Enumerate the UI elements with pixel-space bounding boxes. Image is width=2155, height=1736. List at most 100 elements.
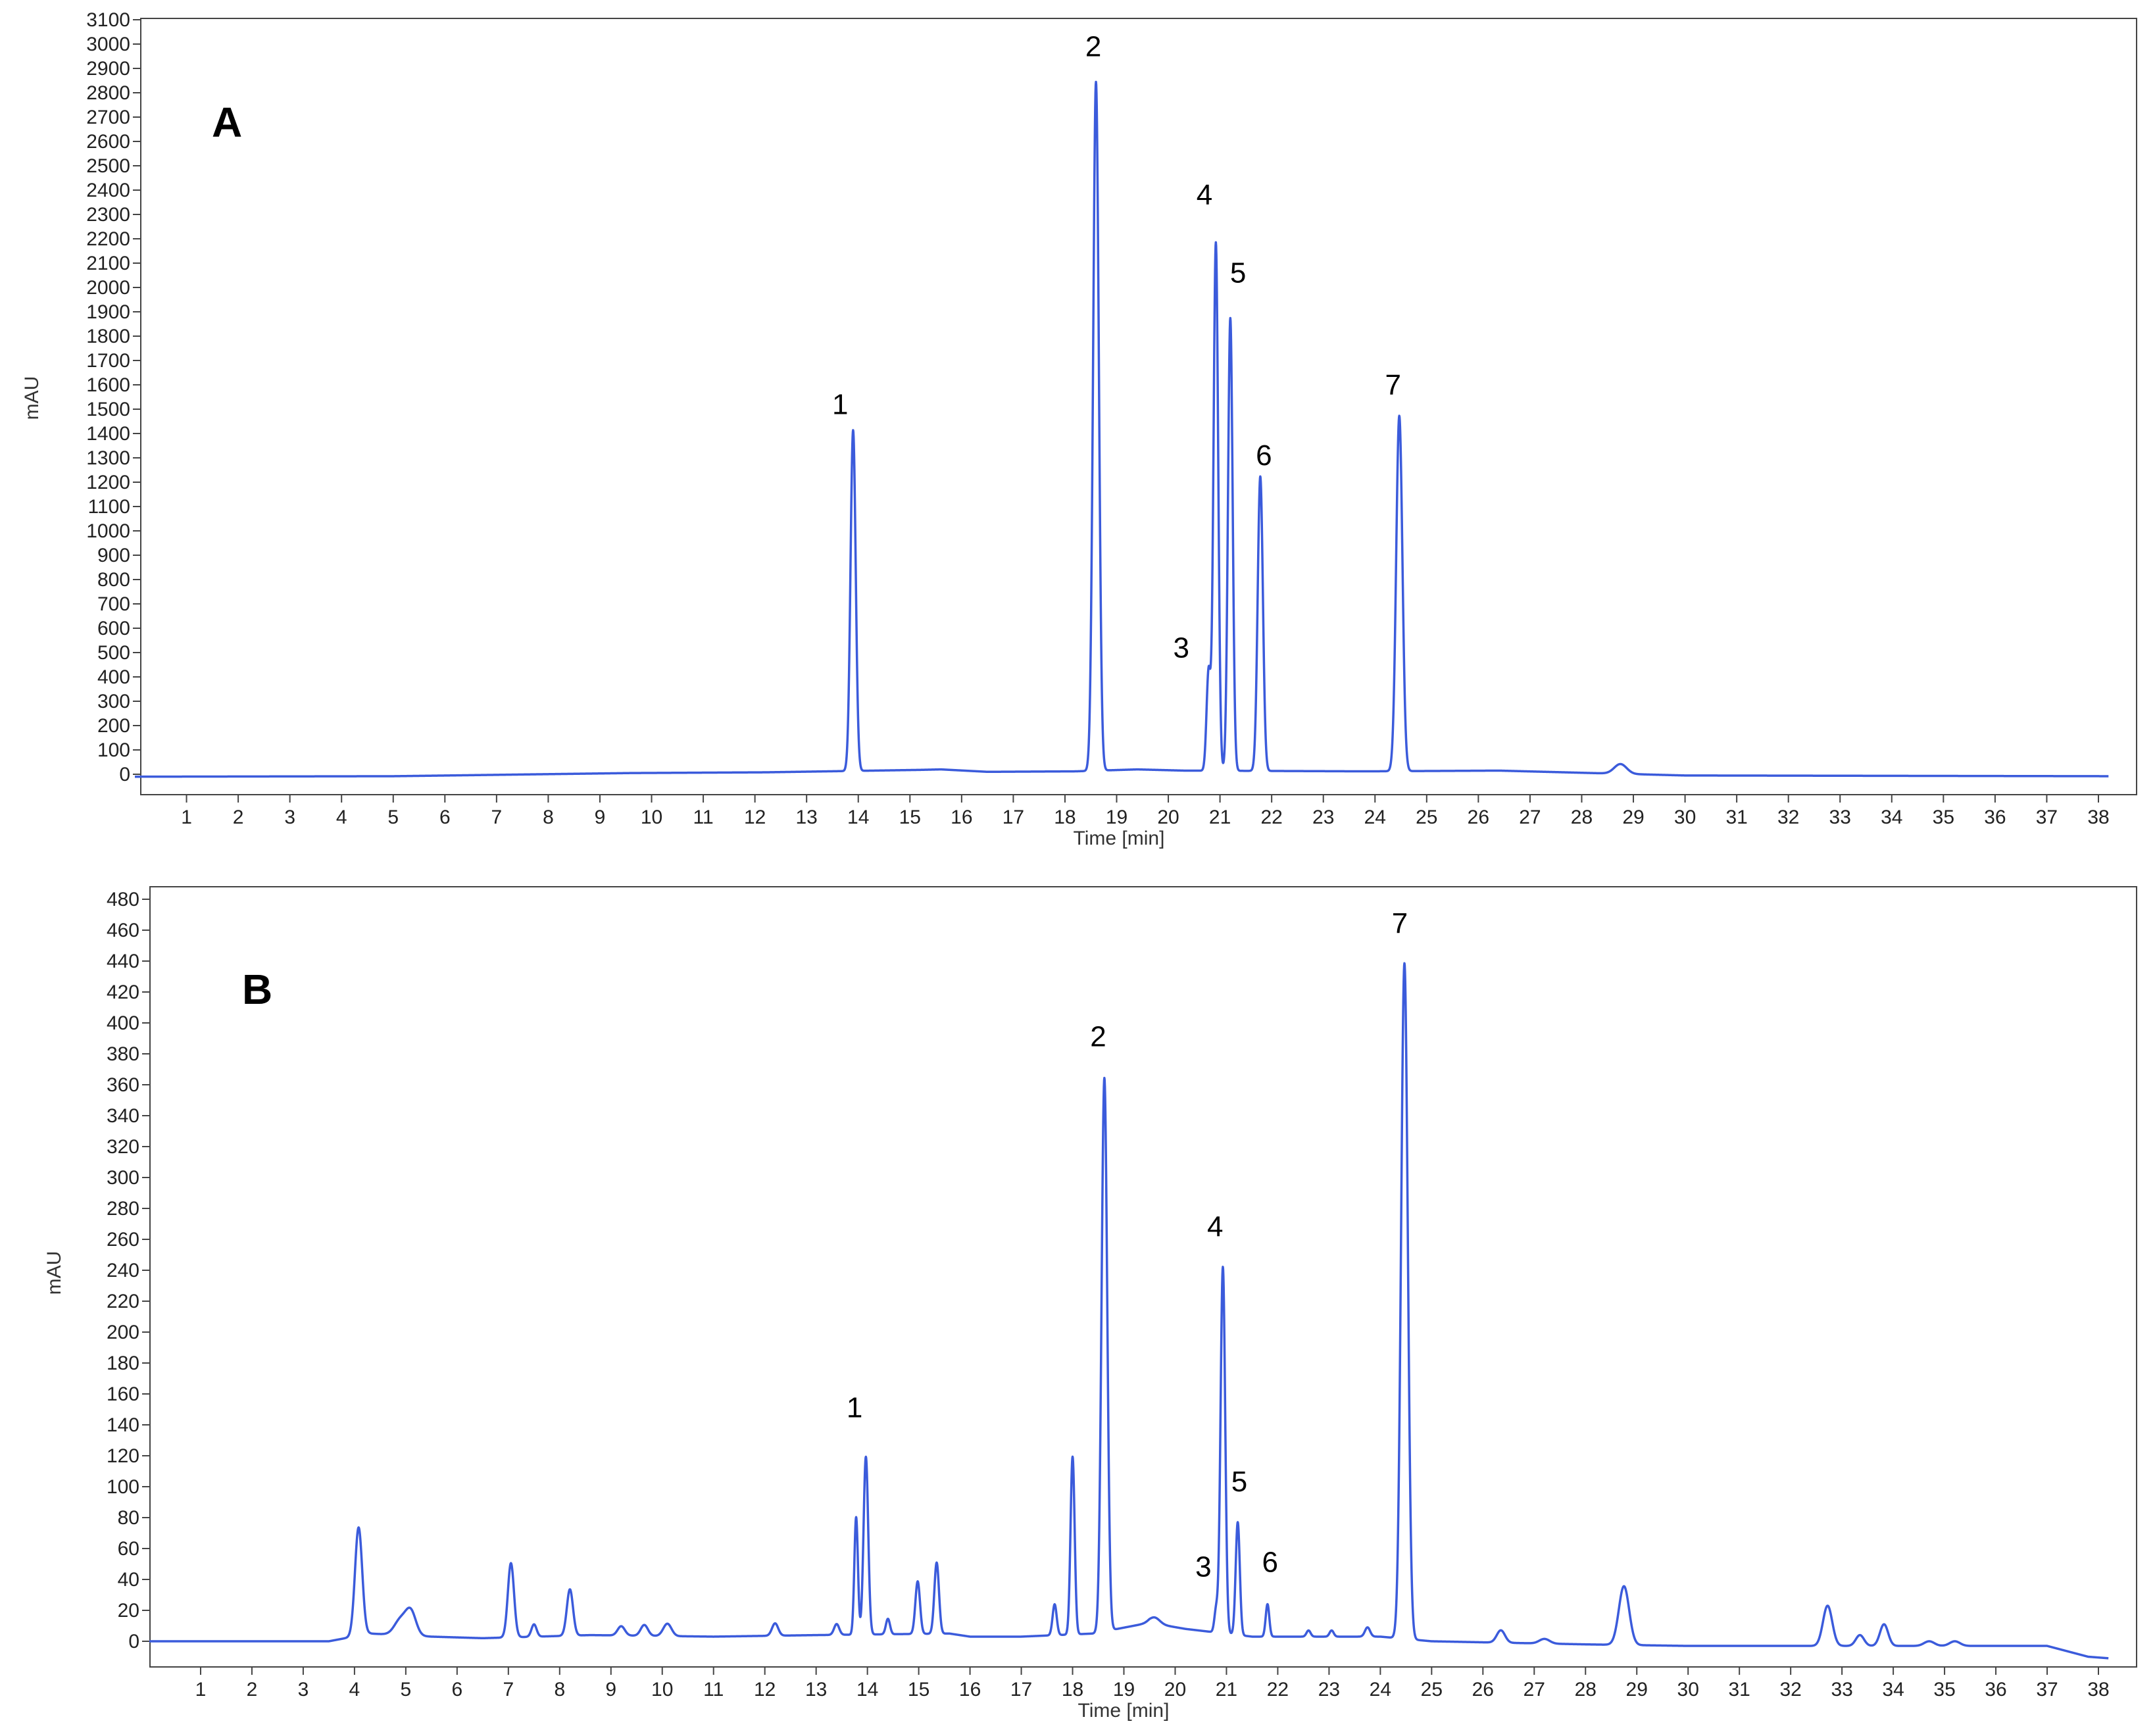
x-tick-label: 22 (1267, 1679, 1289, 1700)
y-tick-label: 2400 (86, 180, 130, 201)
y-tick-label: 1800 (86, 326, 130, 347)
y-tick-label: 260 (107, 1229, 139, 1251)
x-tick-label: 37 (2036, 1679, 2058, 1700)
x-tick-label: 11 (693, 806, 714, 828)
x-tick-label: 7 (491, 806, 503, 828)
y-tick-label: 160 (107, 1383, 139, 1405)
x-tick-label: 32 (1777, 806, 1799, 828)
x-tick-label: 38 (2087, 806, 2109, 828)
peak-label-5: 5 (1230, 257, 1246, 289)
signal-trace (134, 80, 2110, 778)
x-tick-label: 36 (1985, 1679, 2006, 1700)
y-tick-label: 360 (107, 1074, 139, 1096)
peak-label-2: 2 (1085, 31, 1101, 63)
x-tick-label: 16 (959, 1679, 981, 1700)
panel-label: A (212, 99, 242, 146)
x-tick-label: 24 (1370, 1679, 1391, 1700)
y-tick-label: 200 (107, 1322, 139, 1343)
peak-label-1: 1 (832, 388, 848, 420)
x-tick-label: 27 (1519, 806, 1541, 828)
peak-label-4: 4 (1207, 1210, 1223, 1243)
y-tick-label: 600 (97, 618, 130, 639)
y-tick-label: 240 (107, 1260, 139, 1281)
x-tick-label: 31 (1725, 806, 1747, 828)
x-tick-label: 7 (503, 1679, 514, 1700)
y-tick-label: 2800 (86, 82, 130, 104)
y-tick-label: 20 (118, 1600, 139, 1622)
peak-label-5: 5 (1231, 1466, 1247, 1498)
y-tick-label: 2900 (86, 58, 130, 80)
x-tick-label: 9 (595, 806, 606, 828)
y-tick-label: 2000 (86, 277, 130, 299)
y-tick-label: 420 (107, 981, 139, 1003)
x-tick-label: 30 (1674, 806, 1696, 828)
plot-frame (140, 18, 2137, 795)
y-tick-label: 140 (107, 1414, 139, 1436)
x-tick-label: 31 (1728, 1679, 1750, 1700)
y-tick-label: 2200 (86, 228, 130, 250)
y-tick-label: 100 (107, 1476, 139, 1498)
y-tick-label: 1300 (86, 447, 130, 469)
y-tick-label: 440 (107, 951, 139, 972)
signal-trace (148, 962, 2110, 1660)
x-tick-label: 21 (1209, 806, 1231, 828)
chart-panel-b: 0204060801001201401601802002202402602803… (43, 886, 2137, 1722)
y-tick-label: 340 (107, 1105, 139, 1127)
x-tick-label: 4 (336, 806, 347, 828)
y-tick-label: 120 (107, 1445, 139, 1467)
x-tick-label: 16 (951, 806, 972, 828)
y-tick-label: 1200 (86, 472, 130, 493)
y-tick-label: 1000 (86, 520, 130, 542)
x-tick-label: 28 (1575, 1679, 1597, 1700)
x-tick-label: 15 (899, 806, 921, 828)
peak-label-3: 3 (1195, 1550, 1211, 1583)
peak-label-7: 7 (1385, 369, 1401, 401)
x-tick-label: 12 (754, 1679, 776, 1700)
x-tick-label: 25 (1421, 1679, 1443, 1700)
y-tick-label: 60 (118, 1538, 139, 1560)
x-tick-label: 29 (1626, 1679, 1648, 1700)
x-tick-label: 19 (1113, 1679, 1135, 1700)
peak-label-3: 3 (1173, 632, 1189, 664)
x-tick-label: 14 (847, 806, 869, 828)
x-tick-label: 4 (349, 1679, 360, 1700)
x-tick-label: 21 (1216, 1679, 1237, 1700)
x-tick-label: 13 (805, 1679, 827, 1700)
x-tick-label: 36 (1984, 806, 2006, 828)
x-tick-label: 5 (387, 806, 399, 828)
x-tick-label: 23 (1312, 806, 1334, 828)
x-tick-label: 29 (1622, 806, 1644, 828)
x-tick-label: 10 (651, 1679, 673, 1700)
y-tick-label: 2100 (86, 253, 130, 274)
y-tick-label: 900 (97, 545, 130, 566)
x-tick-label: 26 (1472, 1679, 1494, 1700)
x-tick-label: 14 (856, 1679, 878, 1700)
x-tick-label: 2 (233, 806, 244, 828)
x-tick-label: 10 (641, 806, 662, 828)
y-tick-label: 700 (97, 593, 130, 615)
peak-label-2: 2 (1090, 1020, 1106, 1053)
y-tick-label: 1900 (86, 301, 130, 323)
y-tick-label: 180 (107, 1352, 139, 1374)
y-tick-label: 400 (97, 666, 130, 688)
y-tick-label: 800 (97, 569, 130, 591)
y-tick-label: 2500 (86, 155, 130, 177)
y-tick-label: 3000 (86, 34, 130, 55)
x-tick-label: 34 (1882, 1679, 1904, 1700)
x-axis-title: Time [min] (1074, 828, 1165, 849)
plot-frame (149, 886, 2137, 1668)
y-tick-label: 2300 (86, 204, 130, 226)
y-tick-label: 1500 (86, 399, 130, 420)
x-tick-label: 35 (1933, 1679, 1955, 1700)
y-tick-label: 1100 (87, 496, 130, 518)
y-tick-label: 2600 (86, 131, 130, 153)
x-tick-label: 1 (195, 1679, 207, 1700)
y-tick-label: 80 (118, 1507, 139, 1529)
x-axis-title: Time [min] (1078, 1700, 1170, 1722)
x-tick-label: 37 (2036, 806, 2058, 828)
y-tick-label: 100 (97, 739, 130, 761)
y-tick-label: 400 (107, 1012, 139, 1034)
x-tick-label: 23 (1318, 1679, 1340, 1700)
x-tick-label: 6 (451, 1679, 462, 1700)
y-axis-title: mAU (43, 1251, 65, 1295)
